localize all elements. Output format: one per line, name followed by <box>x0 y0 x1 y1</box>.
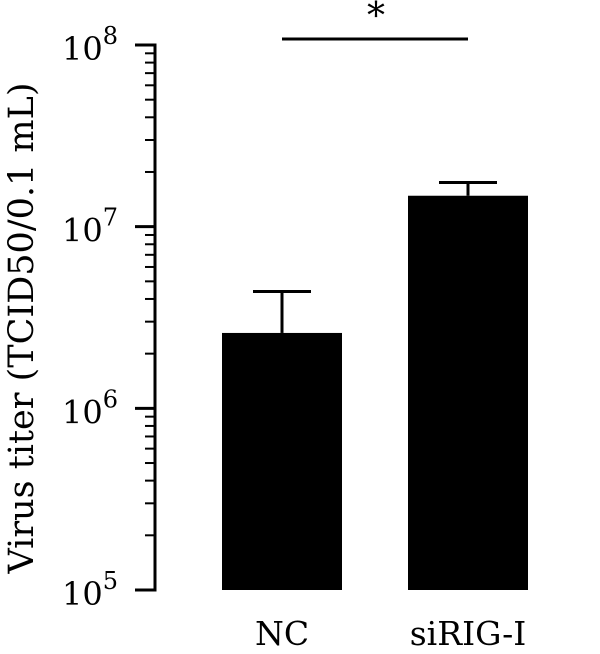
y-tick-label: 106 <box>62 385 118 431</box>
y-tick-exponent: 5 <box>103 567 118 595</box>
error-bars-layer <box>253 181 497 333</box>
y-tick-base: 10 <box>62 212 103 250</box>
y-axis-title: Virus titer (TCID50/0.1 mL) <box>2 83 42 575</box>
y-tick-base: 10 <box>62 575 103 613</box>
y-tick-base: 10 <box>62 393 103 431</box>
significance-star: * <box>367 0 385 37</box>
y-tick-base: 10 <box>62 30 103 68</box>
y-tick-label: 108 <box>62 22 118 68</box>
y-tick-exponent: 7 <box>103 204 118 232</box>
y-tick-label: 105 <box>62 567 118 613</box>
y-tick-exponent: 8 <box>103 22 118 50</box>
bar-sirig-i <box>408 195 528 591</box>
y-tick-label: 107 <box>62 204 118 250</box>
significance-annotation: * <box>282 0 468 41</box>
x-tick-label: siRIG-I <box>410 614 527 653</box>
bars-layer <box>222 195 528 591</box>
x-tick-label: NC <box>255 614 309 653</box>
y-tick-exponent: 6 <box>103 385 118 413</box>
x-tick-labels: NC siRIG-I <box>255 614 526 653</box>
bar-nc <box>222 332 342 590</box>
axes-layer <box>135 43 157 592</box>
